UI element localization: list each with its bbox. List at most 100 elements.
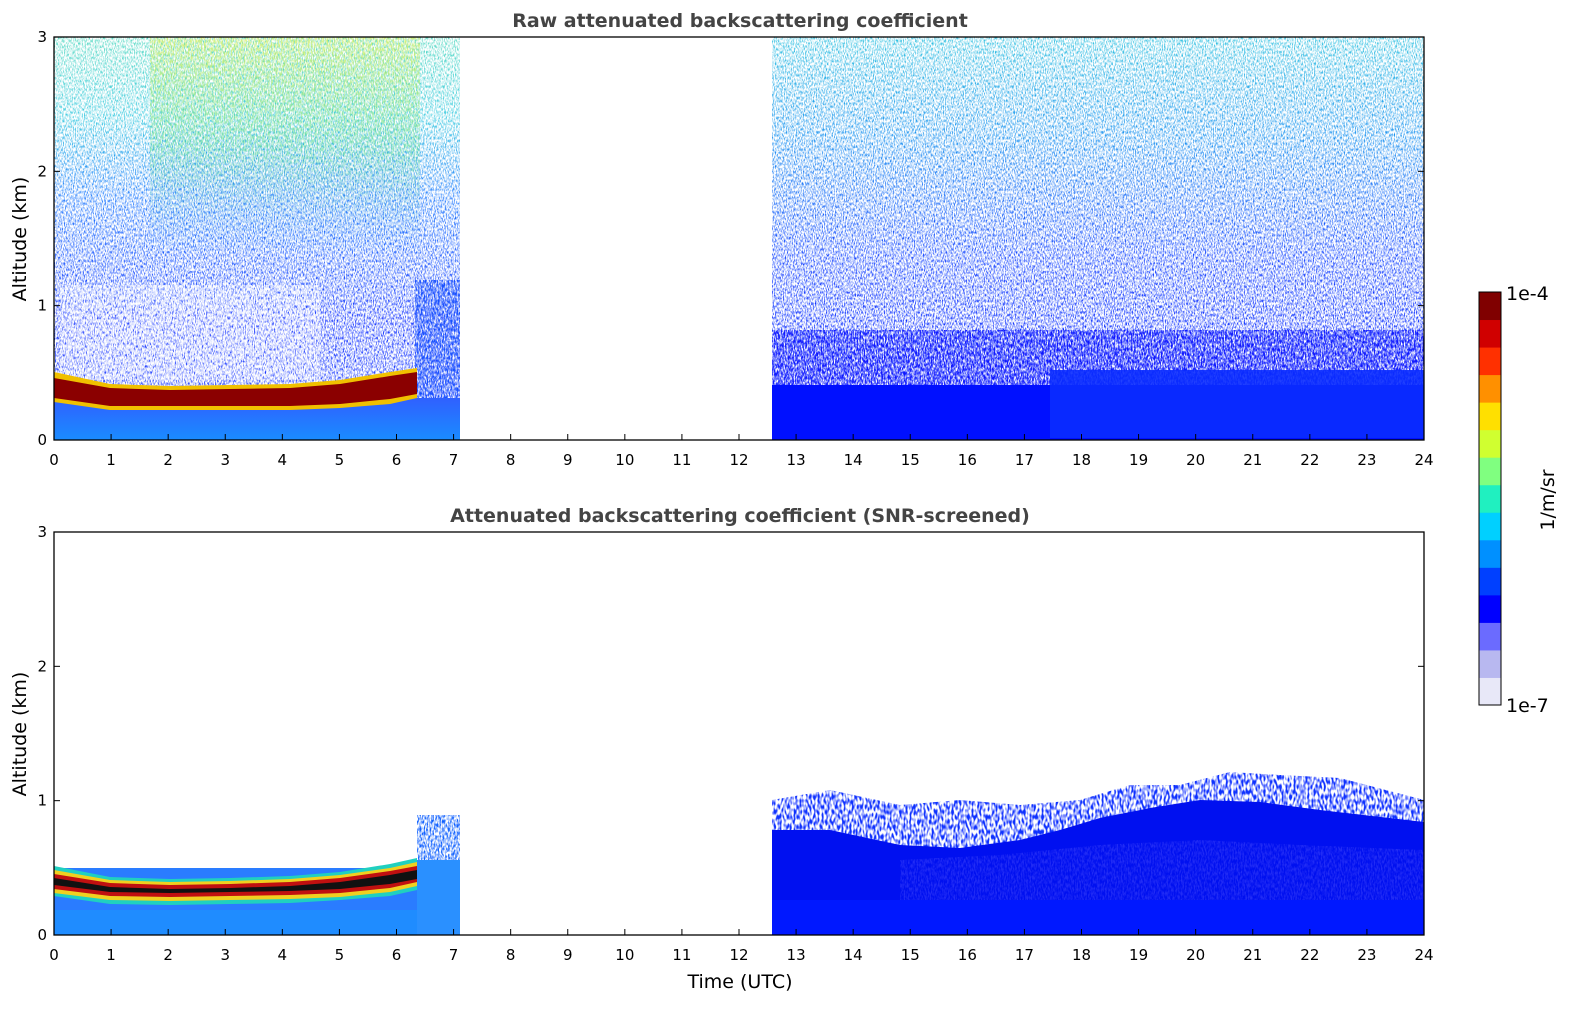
bottom-x-tick-label: 8 <box>506 946 516 964</box>
top-y-axis-label: Altitude (km) <box>9 177 31 302</box>
top-left-clear-zone <box>60 285 320 380</box>
colorbar-step <box>1479 347 1501 376</box>
bottom-y-axis-label: Altitude (km) <box>9 672 31 797</box>
top-x-tick-label: 5 <box>335 451 345 469</box>
colorbar-step <box>1479 484 1501 513</box>
colorbar-frame <box>1478 291 1502 706</box>
top-y-axis: 0 1 2 3 <box>37 28 1424 449</box>
top-y-tick-label: 1 <box>37 297 47 315</box>
bottom-x-tick-label: 20 <box>1186 946 1205 964</box>
top-x-axis: 0 1 2 3 4 5 6 7 8 9 10 11 12 13 14 15 16 17 18 19 20 21 22 23 24 <box>49 434 1434 469</box>
colorbar-step <box>1479 319 1501 348</box>
bottom-x-tick-label: 13 <box>787 946 806 964</box>
top-x-tick-label: 15 <box>901 451 920 469</box>
bottom-y-axis: 0 1 2 3 <box>37 523 1424 944</box>
top-x-tick-label: 12 <box>729 451 748 469</box>
colorbar-step <box>1479 622 1501 651</box>
top-x-tick-label: 2 <box>163 451 173 469</box>
bottom-x-tick-label: 5 <box>335 946 345 964</box>
top-panel-title: Raw attenuated backscattering coefficien… <box>512 10 968 32</box>
colorbar-step <box>1479 292 1501 321</box>
bottom-x-axis-label: Time (UTC) <box>686 971 792 993</box>
bottom-panel: Attenuated backscattering coefficient (S… <box>9 505 1434 993</box>
bottom-x-tick-label: 10 <box>615 946 634 964</box>
colorbar-unit-label: 1/m/sr <box>1537 469 1559 530</box>
colorbar-step <box>1479 539 1501 568</box>
bottom-x-tick-label: 4 <box>278 946 288 964</box>
bottom-x-tick-label: 14 <box>844 946 863 964</box>
top-x-tick-label: 24 <box>1414 451 1433 469</box>
top-x-tick-label: 3 <box>220 451 230 469</box>
top-x-tick-label: 16 <box>958 451 977 469</box>
bottom-y-tick-label: 3 <box>37 523 47 541</box>
top-x-tick-label: 6 <box>392 451 402 469</box>
top-y-tick-label: 0 <box>37 431 47 449</box>
top-x-tick-label: 0 <box>49 451 59 469</box>
top-x-tick-label: 7 <box>449 451 459 469</box>
bottom-x-tick-label: 11 <box>672 946 691 964</box>
top-panel-data <box>54 37 1424 440</box>
bottom-x-tick-label: 7 <box>449 946 459 964</box>
top-x-tick-label: 18 <box>1072 451 1091 469</box>
top-x-tick-label: 4 <box>278 451 288 469</box>
top-x-tick-label: 8 <box>506 451 516 469</box>
bottom-y-tick-label: 2 <box>37 657 47 675</box>
bottom-y-tick-label: 1 <box>37 792 47 810</box>
bottom-x-tick-label: 0 <box>49 946 59 964</box>
bottom-x-tick-label: 15 <box>901 946 920 964</box>
colorbar-step <box>1479 512 1501 541</box>
top-x-tick-label: 19 <box>1129 451 1148 469</box>
colorbar-min-label: 1e-7 <box>1506 695 1549 717</box>
bottom-x-tick-label: 16 <box>958 946 977 964</box>
colorbar-step <box>1479 457 1501 486</box>
top-x-tick-label: 17 <box>1015 451 1034 469</box>
top-x-tick-label: 14 <box>844 451 863 469</box>
bottom-x-tick-label: 1 <box>106 946 116 964</box>
top-left-warm-noise <box>150 37 420 257</box>
top-layer-core <box>54 372 417 406</box>
bottom-x-tick-label: 18 <box>1072 946 1091 964</box>
top-x-tick-label: 1 <box>106 451 116 469</box>
top-x-tick-label: 13 <box>787 451 806 469</box>
bottom-x-tick-label: 21 <box>1243 946 1262 964</box>
top-x-tick-label: 11 <box>672 451 691 469</box>
bottom-x-axis: 0 1 2 3 4 5 6 7 8 9 10 11 12 13 14 15 16 17 18 19 20 21 22 23 24 <box>49 929 1434 964</box>
top-panel: Raw attenuated backscattering coefficien… <box>9 10 1434 469</box>
top-x-tick-label: 21 <box>1243 451 1262 469</box>
top-x-tick-label: 23 <box>1357 451 1376 469</box>
bottom-layer-core <box>54 870 417 893</box>
bottom-right-highlights <box>900 840 1424 905</box>
bottom-panel-title: Attenuated backscattering coefficient (S… <box>450 505 1030 527</box>
top-y-tick-label: 2 <box>37 162 47 180</box>
top-y-tick-label: 3 <box>37 28 47 46</box>
colorbar-step <box>1479 594 1501 623</box>
colorbar: 1e-4 1e-7 1/m/sr <box>1478 283 1559 717</box>
colorbar-step <box>1479 374 1501 403</box>
bottom-x-tick-label: 3 <box>220 946 230 964</box>
colorbar-max-label: 1e-4 <box>1506 283 1549 305</box>
top-x-tick-label: 9 <box>563 451 573 469</box>
bottom-x-tick-label: 12 <box>729 946 748 964</box>
colorbar-step <box>1479 649 1501 678</box>
bottom-x-tick-label: 6 <box>392 946 402 964</box>
bottom-x-tick-label: 24 <box>1414 946 1433 964</box>
colorbar-scale <box>1479 292 1501 706</box>
colorbar-step <box>1479 567 1501 596</box>
bottom-right-ground <box>772 900 1424 935</box>
bottom-x-tick-label: 9 <box>563 946 573 964</box>
bottom-panel-data <box>54 772 1424 935</box>
bottom-x-tick-label: 19 <box>1129 946 1148 964</box>
bottom-y-tick-label: 0 <box>37 926 47 944</box>
bottom-left-late-ground <box>417 860 460 935</box>
bottom-x-tick-label: 17 <box>1015 946 1034 964</box>
colorbar-step <box>1479 677 1501 706</box>
top-x-tick-label: 10 <box>615 451 634 469</box>
top-x-tick-label: 22 <box>1300 451 1319 469</box>
colorbar-step <box>1479 429 1501 458</box>
colorbar-step <box>1479 402 1501 431</box>
bottom-x-tick-label: 22 <box>1300 946 1319 964</box>
top-right-ground-light <box>1050 370 1424 438</box>
bottom-x-tick-label: 2 <box>163 946 173 964</box>
top-x-tick-label: 20 <box>1186 451 1205 469</box>
